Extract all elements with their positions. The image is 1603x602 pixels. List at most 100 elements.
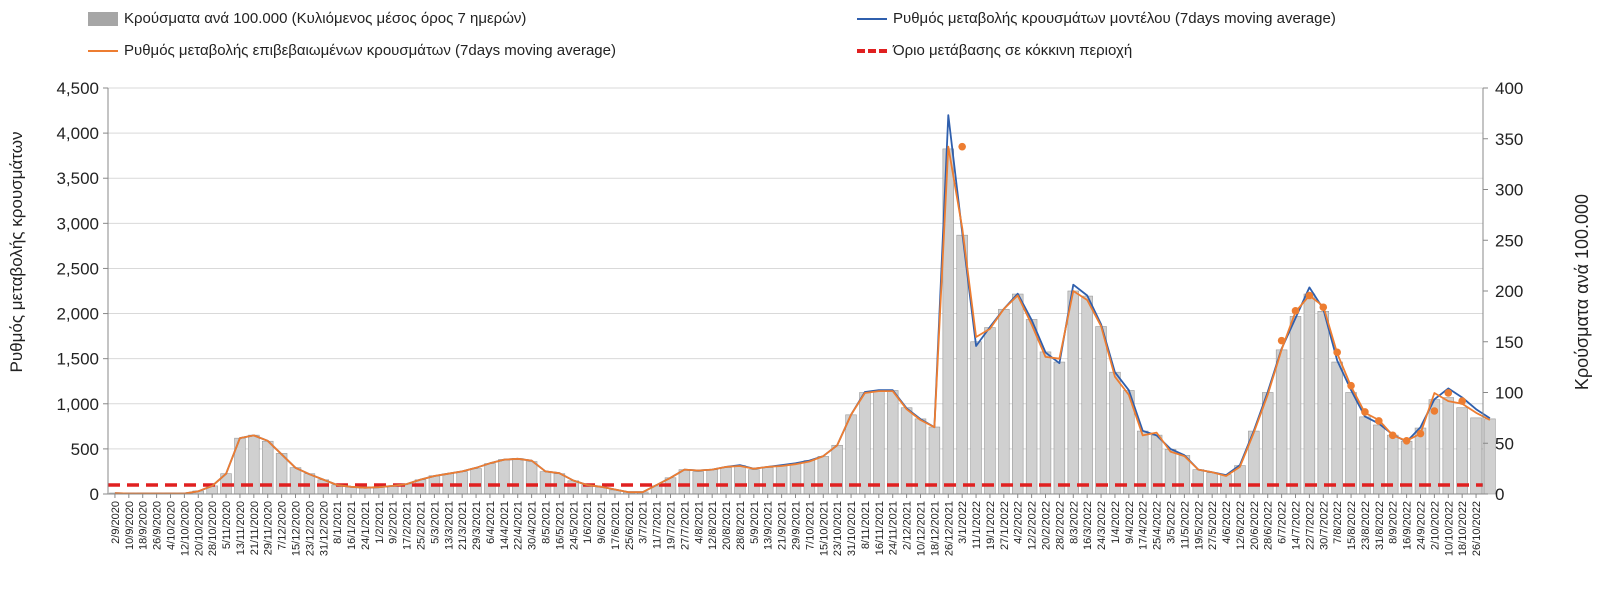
- y-right-tick-label: 0: [1495, 485, 1504, 504]
- bar: [470, 468, 482, 495]
- x-tick-label: 15/10/2021: [818, 501, 830, 556]
- bar: [775, 465, 788, 495]
- bar: [998, 308, 1010, 495]
- bar: [359, 487, 371, 495]
- x-tick-label: 28/6/2022: [1263, 501, 1275, 550]
- bar: [900, 407, 913, 495]
- bar: [1359, 416, 1371, 495]
- bar: [1095, 326, 1107, 495]
- x-tick-label: 28/10/2020: [207, 501, 219, 556]
- y-left-axis-title: Ρυθμός μεταβολής κρουσμάτων: [7, 132, 26, 373]
- confirmed-marker: [1361, 408, 1369, 416]
- y-right-axis-title: Κρούσματα ανά 100.000: [1572, 194, 1592, 390]
- x-tick-label: 31/12/2020: [318, 501, 330, 556]
- x-tick-label: 22/4/2021: [513, 501, 525, 550]
- confirmed-marker: [1291, 307, 1300, 315]
- x-tick-label: 12/2/2022: [1027, 501, 1039, 550]
- x-tick-label: 15/8/2022: [1346, 501, 1358, 550]
- x-tick-label: 11/1/2022: [971, 501, 983, 549]
- x-tick-label: 16/5/2021: [554, 501, 566, 550]
- confirmed-marker: [1333, 348, 1341, 357]
- bar: [720, 467, 732, 495]
- bar: [762, 467, 774, 495]
- x-tick-label: 27/1/2022: [999, 501, 1011, 550]
- bar: [1109, 371, 1121, 495]
- bar: [498, 459, 510, 495]
- bar: [956, 234, 968, 495]
- x-tick-label: 1/4/2022: [1110, 501, 1122, 544]
- y-left-tick-label: 500: [71, 440, 99, 459]
- y-right-tick-label: 100: [1495, 384, 1523, 403]
- x-tick-label: 2/10/2022: [1429, 501, 1441, 550]
- y-left-tick-label: 1,500: [56, 350, 99, 369]
- x-tick-label: 14/7/2022: [1291, 501, 1303, 550]
- confirmed-marker: [1388, 431, 1397, 440]
- bar: [1275, 349, 1288, 495]
- bar: [1081, 295, 1093, 495]
- bar: [1470, 417, 1482, 495]
- y-right-tick-label: 200: [1495, 282, 1523, 301]
- x-tick-label: 7/10/2021: [804, 501, 816, 550]
- legend-swatch-bars: [88, 11, 118, 26]
- bar: [984, 327, 996, 495]
- x-tick-label: 13/3/2021: [443, 501, 455, 550]
- x-tick-label: 10/12/2021: [916, 501, 928, 556]
- x-tick-label: 7/8/2022: [1332, 501, 1344, 544]
- y-left-tick-label: 3,000: [56, 214, 99, 233]
- bar: [567, 480, 579, 495]
- x-tick-label: 13/11/2020: [235, 501, 247, 555]
- x-tick-label: 19/5/2022: [1193, 501, 1205, 550]
- bar: [887, 390, 899, 495]
- x-tick-label: 16/11/2021: [874, 501, 886, 555]
- x-tick-label: 29/3/2021: [471, 501, 483, 550]
- bar: [1289, 316, 1302, 495]
- bar: [345, 486, 357, 495]
- bar: [1442, 397, 1454, 495]
- bar: [1456, 407, 1468, 495]
- x-tick-label: 16/1/2021: [346, 501, 358, 550]
- bar: [414, 479, 427, 495]
- x-tick-label: 21/3/2021: [457, 501, 469, 550]
- bar: [275, 453, 288, 495]
- x-tick-label: 2/12/2021: [902, 501, 914, 550]
- confirmed-marker: [1277, 336, 1286, 345]
- x-tick-label: 11/5/2022: [1179, 501, 1191, 549]
- x-tick-label: 23/10/2021: [832, 501, 844, 556]
- bar: [914, 418, 927, 495]
- x-tick-label: 23/8/2022: [1360, 501, 1372, 550]
- x-tick-label: 3/5/2022: [1166, 501, 1178, 544]
- legend-item-bars: Κρούσματα ανά 100.000 (Κυλιόμενος μέσος …: [88, 10, 526, 27]
- bar: [817, 456, 829, 495]
- x-tick-label: 21/11/2020: [249, 501, 261, 555]
- x-tick-label: 8/11/2021: [860, 501, 872, 549]
- bar: [289, 467, 302, 495]
- bar: [1192, 469, 1204, 495]
- x-tick-label: 30/4/2021: [527, 501, 539, 550]
- x-tick-label: 8/3/2022: [1068, 501, 1080, 544]
- x-tick-label: 12/8/2021: [707, 501, 719, 550]
- x-tick-label: 31/8/2022: [1374, 501, 1386, 550]
- x-tick-label: 18/10/2022: [1457, 501, 1469, 556]
- x-tick-label: 25/6/2021: [624, 501, 636, 550]
- y-left-tick-label: 1,000: [56, 395, 99, 414]
- x-tick-label: 4/6/2022: [1221, 501, 1233, 544]
- y-right-tick-label: 350: [1495, 130, 1523, 149]
- y-left-tick-label: 2,500: [56, 259, 99, 278]
- x-tick-label: 17/2/2021: [402, 501, 414, 550]
- x-tick-label: 21/9/2021: [777, 501, 789, 550]
- x-tick-label: 11/7/2021: [652, 501, 664, 549]
- x-tick-label: 7/12/2020: [277, 501, 289, 550]
- x-tick-label: 22/7/2022: [1304, 501, 1316, 550]
- bar: [845, 414, 857, 495]
- x-tick-label: 3/7/2021: [638, 501, 650, 544]
- y-right-tick-label: 250: [1495, 231, 1523, 250]
- x-tick-label: 8/1/2021: [332, 501, 344, 544]
- x-tick-label: 27/5/2022: [1207, 501, 1219, 550]
- x-tick-label: 10/9/2020: [124, 501, 136, 550]
- x-tick-label: 20/8/2021: [721, 501, 733, 550]
- x-tick-label: 8/5/2021: [541, 501, 553, 544]
- bar: [456, 471, 468, 495]
- legend-swatch-confirmed: [88, 49, 118, 52]
- x-tick-label: 25/2/2021: [416, 501, 428, 550]
- confirmed-marker: [1375, 417, 1383, 425]
